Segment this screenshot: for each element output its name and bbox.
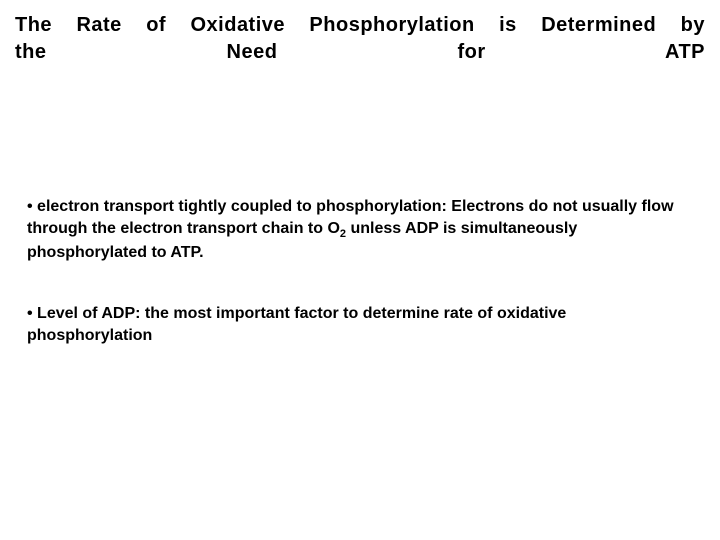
- bullet-list: • electron transport tightly coupled to …: [15, 196, 705, 349]
- bullet-text-prefix: Level of ADP: the most important factor …: [27, 305, 566, 344]
- bullet-marker-icon: •: [27, 305, 37, 322]
- title-line-1: TheRateofOxidativePhosphorylationisDeter…: [15, 12, 705, 39]
- bullet-item-1: • electron transport tightly coupled to …: [27, 196, 685, 263]
- bullet-marker-icon: •: [27, 198, 37, 215]
- bullet-item-2: • Level of ADP: the most important facto…: [27, 303, 685, 349]
- title-line-2: the Need for ATP: [15, 39, 705, 66]
- slide-title: TheRateofOxidativePhosphorylationisDeter…: [15, 12, 705, 66]
